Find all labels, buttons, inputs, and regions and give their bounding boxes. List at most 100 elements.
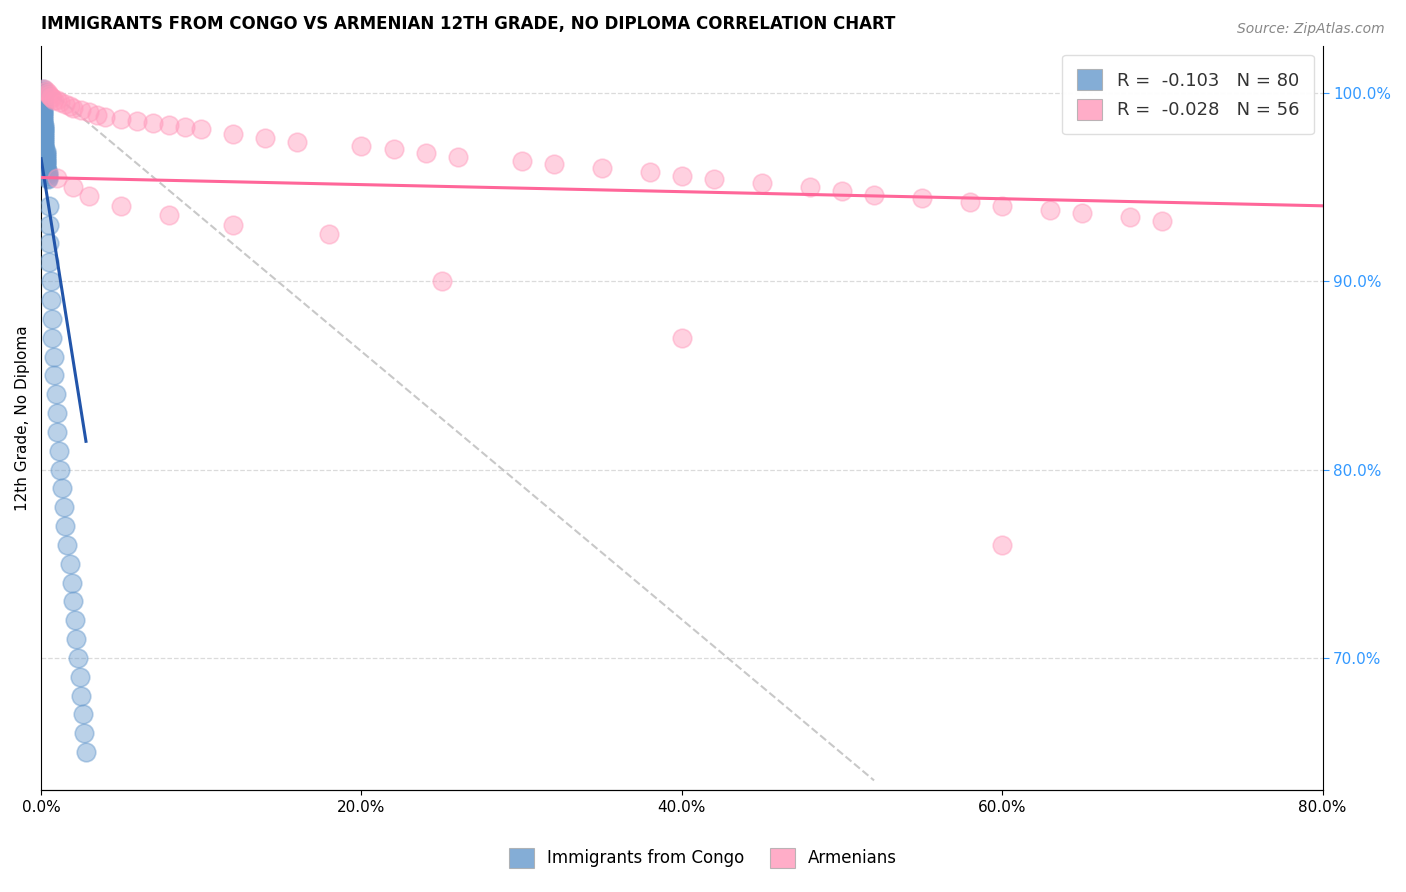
Point [1152,214,1174,228]
Text: Source: ZipAtlas.com: Source: ZipAtlas.com [1237,22,1385,37]
Point [831,184,853,198]
Point [39,89,62,103]
Point [1119,210,1142,224]
Point [31,104,53,119]
Point [38,255,60,269]
Point [703,172,725,186]
Point [35,155,58,169]
Point [34,120,56,134]
Point [75,745,97,759]
Point [863,187,886,202]
Point [671,169,693,183]
Point [37,165,59,179]
Point [254,131,277,145]
Point [34,82,56,96]
Point [31,84,53,98]
Text: IMMIGRANTS FROM CONGO VS ARMENIAN 12TH GRADE, NO DIPLOMA CORRELATION CHART: IMMIGRANTS FROM CONGO VS ARMENIAN 12TH G… [41,15,896,33]
Point [46,425,69,439]
Point [37,170,59,185]
Point [190,121,212,136]
Point [34,129,56,144]
Point [44,387,66,401]
Point [77,189,100,203]
Point [31,114,53,128]
Point [543,157,565,171]
Point [35,144,58,158]
Point [94,110,117,124]
Point [49,95,72,110]
Point [110,112,132,127]
Point [77,104,100,119]
Point [31,97,53,112]
Point [430,274,453,288]
Point [86,108,108,122]
Point [350,138,373,153]
Point [1071,206,1094,220]
Point [65,632,87,647]
Point [31,101,53,115]
Point [39,293,62,307]
Point [510,153,533,168]
Point [35,148,58,162]
Point [34,133,56,147]
Point [142,116,165,130]
Point [34,131,56,145]
Y-axis label: 12th Grade, No Diploma: 12th Grade, No Diploma [15,325,30,510]
Point [1039,202,1062,217]
Point [38,199,60,213]
Point [39,274,62,288]
Point [34,125,56,139]
Point [31,82,53,96]
Point [34,123,56,137]
Point [41,311,63,326]
Point [62,101,84,115]
Point [157,208,180,222]
Point [31,99,53,113]
Point [35,146,58,161]
Point [53,519,76,533]
Point [59,99,82,113]
Point [31,108,53,122]
Point [38,87,60,102]
Point [62,180,84,194]
Point [42,368,65,383]
Point [415,146,437,161]
Point [34,140,56,154]
Point [72,707,94,722]
Point [37,167,59,181]
Point [46,93,69,107]
Point [38,236,60,251]
Point [70,689,93,703]
Point [62,594,84,608]
Point [59,557,82,571]
Point [959,194,981,209]
Point [35,152,58,166]
Point [37,86,59,100]
Point [799,180,821,194]
Legend: Immigrants from Congo, Armenians: Immigrants from Congo, Armenians [502,841,904,875]
Point [174,120,197,134]
Point [35,150,58,164]
Point [35,153,58,168]
Point [70,103,93,117]
Point [69,670,91,684]
Point [31,95,53,110]
Point [638,165,661,179]
Point [53,97,76,112]
Point [31,89,53,103]
Point [46,406,69,420]
Point [671,331,693,345]
Point [34,135,56,149]
Point [127,114,149,128]
Legend: R =  -0.103   N = 80, R =  -0.028   N = 56: R = -0.103 N = 80, R = -0.028 N = 56 [1063,54,1313,135]
Point [66,651,89,665]
Point [31,116,53,130]
Point [34,138,56,153]
Point [34,127,56,141]
Point [318,227,340,241]
Point [73,726,96,740]
Point [157,118,180,132]
Point [34,142,56,156]
Point [41,91,63,105]
Point [31,93,53,107]
